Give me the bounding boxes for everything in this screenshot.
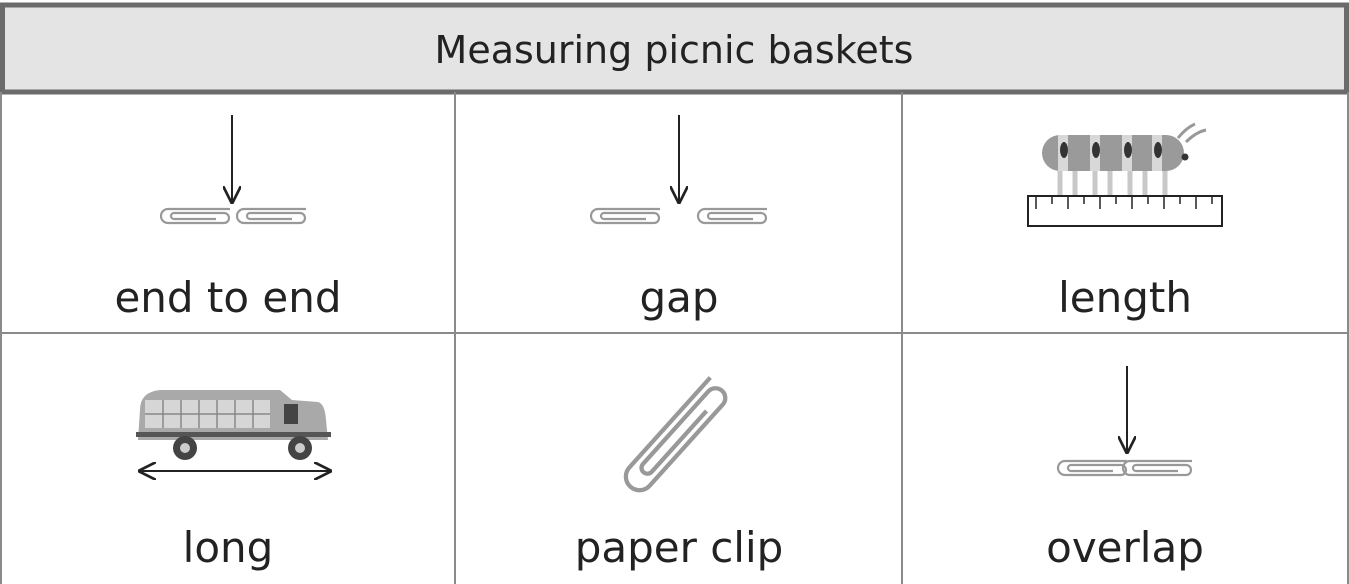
cell-label: long xyxy=(183,523,274,572)
gap-icon xyxy=(589,115,769,225)
long-icon xyxy=(136,390,331,471)
overlap-icon xyxy=(1056,366,1194,477)
cell-label: length xyxy=(1058,273,1192,322)
paper-clip-icon xyxy=(623,376,728,493)
length-icon xyxy=(1027,122,1223,227)
cell-label: overlap xyxy=(1046,523,1204,572)
end-to-end-icon xyxy=(159,115,308,225)
grid xyxy=(0,92,1349,584)
cell-label: end to end xyxy=(114,273,341,322)
cell-label: gap xyxy=(639,273,718,322)
title: Measuring picnic baskets xyxy=(435,28,914,72)
cell-label: paper clip xyxy=(575,523,784,572)
header-bg xyxy=(0,2,1349,95)
